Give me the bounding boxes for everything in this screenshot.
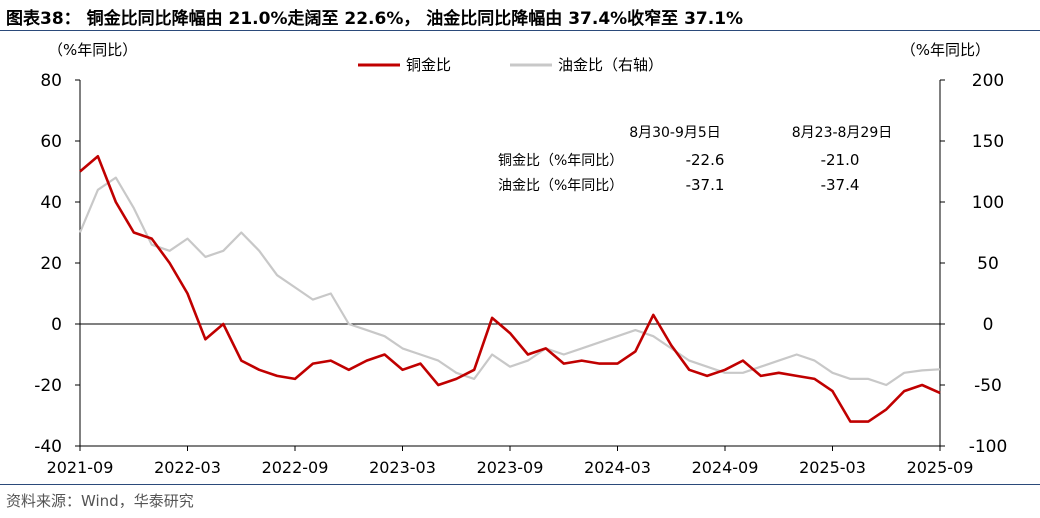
annotation-table: 8月30-9月5日 8月23-8月29日 铜金比（%年同比） -22.6 -21… (498, 125, 892, 194)
left-y-tick-label: 20 (40, 254, 62, 274)
left-y-tick-label: 0 (51, 315, 62, 335)
right-y-tick-label: -50 (974, 376, 1002, 396)
annotation-col-1: 8月30-9月5日 (629, 125, 721, 141)
chart-title: 图表38： 铜金比同比降幅由 21.0%走阔至 22.6%， 油金比同比降幅由 … (6, 9, 744, 29)
legend-label-copper-gold: 铜金比 (406, 56, 451, 74)
left-y-tick-label: -20 (34, 376, 62, 396)
annotation-row-2-label: 油金比（%年同比） (498, 178, 623, 194)
x-tick-label: 2023-03 (369, 458, 436, 477)
series-line-oil-gold (78, 176, 941, 387)
annotation-row-1-label: 铜金比（%年同比） (498, 153, 623, 169)
right-y-tick-label: 0 (983, 315, 994, 335)
left-y-tick-label: 40 (40, 193, 62, 213)
legend: 铜金比 油金比（右轴） (358, 56, 663, 74)
annotation-col-2: 8月23-8月29日 (792, 125, 893, 141)
x-tick-label: 2021-09 (47, 458, 114, 477)
right-y-tick-label: -100 (969, 437, 1008, 457)
source-note: 资料来源：Wind，华泰研究 (6, 492, 194, 510)
right-y-tick-label: 200 (972, 71, 1004, 91)
annotation-row-2-value-2: -37.4 (821, 176, 860, 194)
right-y-tick-label: 150 (972, 132, 1004, 152)
axes: -40 -20 0 20 40 60 80 -100 -50 0 50 100 150 200 2021-0… (34, 71, 1007, 477)
left-y-tick-label: 80 (40, 71, 62, 91)
x-tick-label: 2025-09 (907, 458, 974, 477)
annotation-row-1-value-2: -21.0 (821, 151, 860, 169)
x-tick-label: 2024-03 (584, 458, 651, 477)
x-tick-label: 2024-09 (692, 458, 759, 477)
right-y-tick-label: 100 (972, 193, 1004, 213)
series-line-copper-gold (79, 155, 941, 423)
annotation-row-1-value-1: -22.6 (686, 151, 725, 169)
annotation-row-2-value-1: -37.1 (686, 176, 725, 194)
chart-canvas: （%年同比） （%年同比） 铜金比 油金比（右轴） 8月30-9月5日 8月23… (34, 41, 1007, 477)
left-axis-label: （%年同比） (48, 41, 137, 59)
series-lines (78, 155, 941, 423)
left-y-tick-label: -40 (34, 437, 62, 457)
footer-divider (0, 484, 1040, 485)
x-tick-label: 2023-09 (477, 458, 544, 477)
x-tick-label: 2022-03 (154, 458, 221, 477)
title-divider (0, 30, 1040, 31)
left-y-tick-label: 60 (40, 132, 62, 152)
right-axis-label: （%年同比） (901, 41, 990, 59)
x-tick-label: 2022-09 (262, 458, 329, 477)
legend-label-oil-gold: 油金比（右轴） (558, 56, 663, 74)
x-tick-label: 2025-03 (799, 458, 866, 477)
right-y-tick-label: 50 (977, 254, 999, 274)
